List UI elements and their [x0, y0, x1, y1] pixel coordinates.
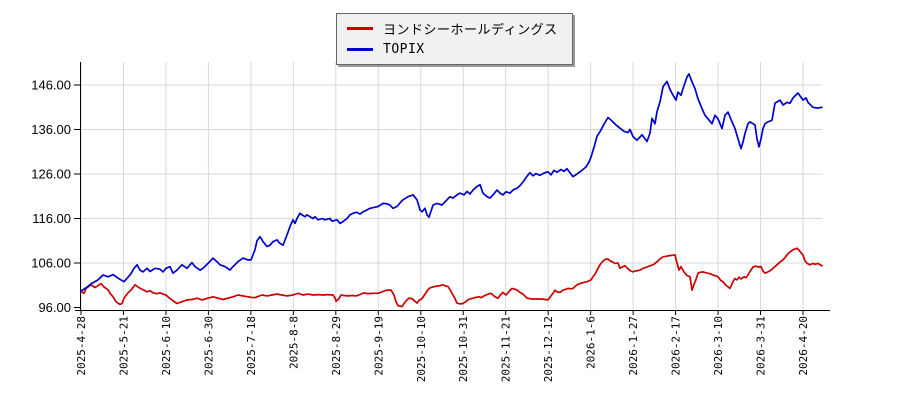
- x-tick-label-2: 2025-6-10: [160, 316, 173, 376]
- y-tick-label-4: 136.00: [31, 122, 71, 137]
- x-tick-label-5: 2025-8-8: [287, 316, 300, 369]
- topix-line: [80, 73, 823, 292]
- legend-label-yondoshi: ヨンドシーホールディングス: [383, 23, 558, 38]
- x-tick-label-13: 2026-1-27: [627, 316, 640, 376]
- x-tick-label-3: 2025-6-30: [202, 316, 215, 376]
- y-tick-label-1: 106.00: [31, 256, 71, 271]
- y-tick-label-3: 126.00: [31, 167, 71, 182]
- x-tick-label-8: 2025-10-10: [415, 316, 428, 382]
- x-tick-label-14: 2026-2-17: [670, 316, 683, 376]
- x-tick-label-11: 2025-12-12: [542, 316, 555, 382]
- blue-line-swatch-icon: [347, 48, 373, 51]
- x-tick-label-10: 2025-11-21: [500, 316, 513, 382]
- y-tick-label-0: 96.00: [38, 300, 71, 315]
- legend-item-yondoshi: ヨンドシーホールディングス: [347, 18, 558, 39]
- x-tick-label-12: 2026-1-6: [585, 316, 598, 369]
- x-tick-label-1: 2025-5-21: [117, 316, 130, 376]
- x-tick-label-15: 2026-3-10: [712, 316, 725, 376]
- legend-item-topix: TOPIX: [347, 39, 558, 60]
- chart-legend: ヨンドシーホールディングス TOPIX: [336, 13, 573, 65]
- x-tick-label-9: 2025-10-31: [457, 316, 470, 382]
- x-tick-label-7: 2025-9-19: [372, 316, 385, 376]
- legend-label-topix: TOPIX: [383, 42, 425, 57]
- x-tick-label-17: 2026-4-20: [797, 316, 810, 376]
- x-tick-label-6: 2025-8-29: [330, 316, 343, 376]
- y-tick-label-5: 146.00: [31, 78, 71, 93]
- x-tick-label-0: 2025-4-28: [75, 316, 88, 376]
- red-line-swatch-icon: [347, 27, 373, 30]
- yondoshi-line: [80, 247, 823, 308]
- x-tick-label-16: 2026-3-31: [755, 316, 768, 376]
- x-tick-label-4: 2025-7-18: [245, 316, 258, 376]
- y-tick-label-2: 116.00: [32, 211, 71, 226]
